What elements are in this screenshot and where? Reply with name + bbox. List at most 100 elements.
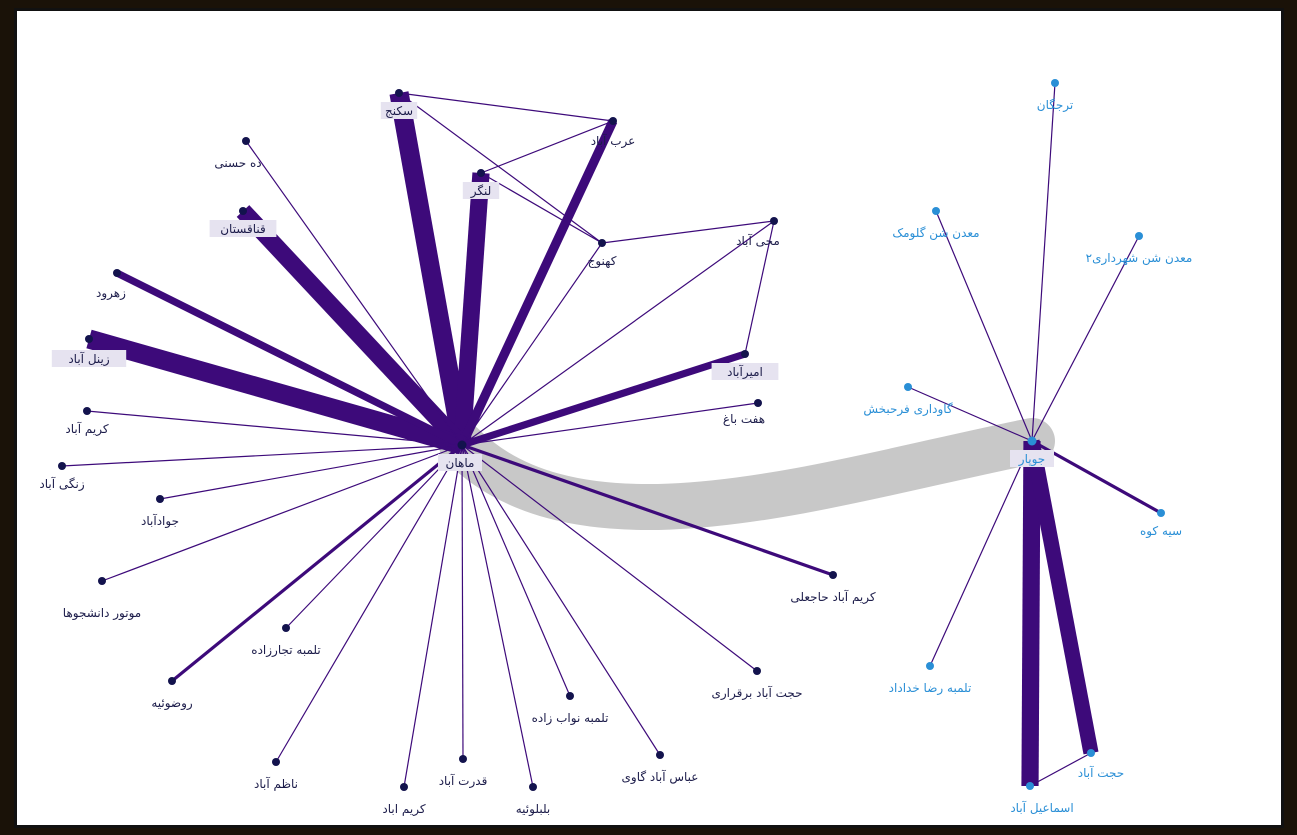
nodes-layer: ماهان جوپار سکنج عرب آباد لنگر ده حسنی قناقستا… (39, 79, 1192, 817)
node-rozuiyeh[interactable]: روضوئیه (151, 677, 193, 711)
node-zangiabad[interactable]: زنگی آباد (39, 462, 85, 492)
node-label-hojatbarfarazi: حجت آباد برقراری (711, 685, 802, 701)
node-haftbagh[interactable]: هفت باغ (723, 399, 765, 426)
node-mohiabad[interactable]: محی آباد (736, 217, 780, 248)
node-dot-jupar (1027, 436, 1037, 446)
node-balutiyeh[interactable]: بلبلوئیه (516, 783, 551, 817)
node-dot-karimabad1 (83, 407, 91, 415)
node-madan_shahrdari[interactable]: معدن شن شهرداری۲ (1086, 232, 1193, 266)
edge-mahan-amirabad (460, 350, 747, 449)
edge-langar-kahnuj (480, 172, 603, 244)
edge-mahan-langar (453, 172, 490, 446)
node-arababad[interactable]: عرب آباد (591, 117, 636, 149)
node-dehhosni[interactable]: ده حسنی (214, 137, 262, 170)
node-gavdari[interactable]: گاوداری فرحبخش (863, 383, 953, 417)
node-madan_golumak[interactable]: معدن شن گلومک (892, 207, 980, 241)
node-dot-siyahkuh (1157, 509, 1165, 517)
node-jupar[interactable]: جوپار (1010, 436, 1054, 468)
edge-mahan-dehhosni (245, 140, 463, 446)
node-label-ghodratabad: قدرت آباد (439, 773, 488, 789)
node-label-tolombe_reza: تلمبه رضا خداداد (889, 681, 972, 696)
node-mahan[interactable]: ماهان (438, 440, 482, 472)
node-dot-tarjegan (1051, 79, 1059, 87)
node-label-javadabad: جوادآباد (141, 513, 179, 529)
node-karimabad2[interactable]: کریم اباد (382, 783, 426, 817)
node-dot-amirabad (741, 350, 749, 358)
node-dot-dehhosni (242, 137, 250, 145)
node-label-zeynalabad: زینل آباد (68, 351, 110, 367)
edge-jupar-tarjegan (1031, 82, 1056, 442)
node-karimabad1[interactable]: کریم آباد (65, 407, 109, 437)
node-dot-tolombe_tajar (282, 624, 290, 632)
node-dot-gavdari (904, 383, 912, 391)
node-label-box-jupar (1010, 450, 1054, 467)
node-dot-mohiabad (770, 217, 778, 225)
node-label-langar: لنگر (470, 184, 492, 199)
node-dot-ghodratabad (459, 755, 467, 763)
node-label-tolombe_tajar: تلمبه تجارزاده (251, 643, 320, 658)
node-hojatbarfarazi[interactable]: حجت آباد برقراری (711, 667, 803, 701)
edge-mohiabad-amirabad (744, 220, 775, 355)
node-dot-arababad (609, 117, 617, 125)
edge-mahan-arababad (457, 119, 618, 447)
node-label-mahan: ماهان (446, 456, 475, 470)
node-label-hojatabad: حجت آباد (1078, 765, 1124, 780)
edge-arababad-langar (480, 120, 614, 174)
node-dot-sekanj (395, 89, 403, 97)
edge-mahan-zahrud (115, 269, 464, 449)
node-kahnuj[interactable]: کهنوج (588, 239, 617, 269)
edge-mahan-kahnuj (461, 242, 603, 446)
node-motor[interactable]: موتور دانشجوها (63, 577, 141, 621)
node-javadabad[interactable]: جوادآباد (141, 495, 179, 529)
node-label-amirabad: امیرآباد (727, 364, 763, 380)
node-dot-zahrud (113, 269, 121, 277)
node-ghanaghestan[interactable]: قناقستان (209, 207, 277, 237)
edge-mahan-karimabad1 (86, 410, 463, 446)
node-dot-karimabad2 (400, 783, 408, 791)
edge-mahan-nazemabad (275, 444, 463, 763)
node-tolombe_reza[interactable]: تلمبه رضا خداداد (889, 662, 972, 696)
edge-jupar-tolombe_reza (929, 440, 1033, 667)
edge-mahan-karimabad2 (403, 444, 463, 788)
node-hojatabad[interactable]: حجت آباد (1078, 749, 1124, 780)
edge-mahan-sekanj (389, 91, 472, 447)
node-dot-karimhajali (829, 571, 837, 579)
node-abbasabad[interactable]: عباس آباد گاوی (622, 751, 699, 785)
node-karimhajali[interactable]: کریم آباد حاجعلی (790, 571, 876, 605)
edge-mahan-abbasabad (461, 444, 661, 756)
node-label-motor: موتور دانشجوها (63, 606, 141, 621)
node-zahrud[interactable]: زهرود (96, 269, 126, 301)
node-label-karimabad2: کریم اباد (382, 802, 425, 817)
node-label-tarjegan: ترجگان (1037, 98, 1073, 113)
node-label-box-amirabad (711, 363, 779, 380)
node-label-nazemabad: ناظم آباد (254, 776, 298, 791)
node-label-karimhajali: کریم آباد حاجعلی (790, 589, 876, 605)
node-amirabad[interactable]: امیرآباد (711, 350, 779, 380)
edge-jupar-gavdari (907, 386, 1033, 442)
node-label-zahrud: زهرود (96, 286, 126, 301)
node-langar[interactable]: لنگر (462, 169, 500, 199)
node-label-box-sekanj (380, 102, 418, 119)
node-tolombe_navab[interactable]: تلمبه نواب زاده (532, 692, 609, 726)
node-nazemabad[interactable]: ناظم آباد (254, 758, 298, 791)
node-label-esmailabad: اسماعیل آباد (1010, 800, 1073, 815)
edge-jupar-hojatabad (1024, 439, 1099, 755)
node-dot-abbasabad (656, 751, 664, 759)
edge-mahan-zangiabad (61, 444, 463, 467)
node-tarjegan[interactable]: ترجگان (1037, 79, 1073, 113)
edge-mahan-ghodratabad (461, 444, 464, 760)
node-dot-tolombe_reza (926, 662, 934, 670)
node-zeynalabad[interactable]: زینل آباد (51, 335, 127, 367)
node-esmailabad[interactable]: اسماعیل آباد (1010, 782, 1074, 815)
node-tolombe_tajar[interactable]: تلمبه تجارزاده (251, 624, 321, 658)
edges-layer (61, 82, 1162, 788)
node-label-kahnuj: کهنوج (588, 254, 617, 269)
node-dot-balutiyeh (529, 783, 537, 791)
node-dot-kahnuj (598, 239, 606, 247)
node-siyahkuh[interactable]: سیه کوه (1140, 509, 1182, 539)
node-sekanj[interactable]: سکنج (380, 89, 418, 119)
node-dot-motor (98, 577, 106, 585)
node-ghodratabad[interactable]: قدرت آباد (439, 755, 488, 789)
node-dot-hojatabad (1087, 749, 1095, 757)
